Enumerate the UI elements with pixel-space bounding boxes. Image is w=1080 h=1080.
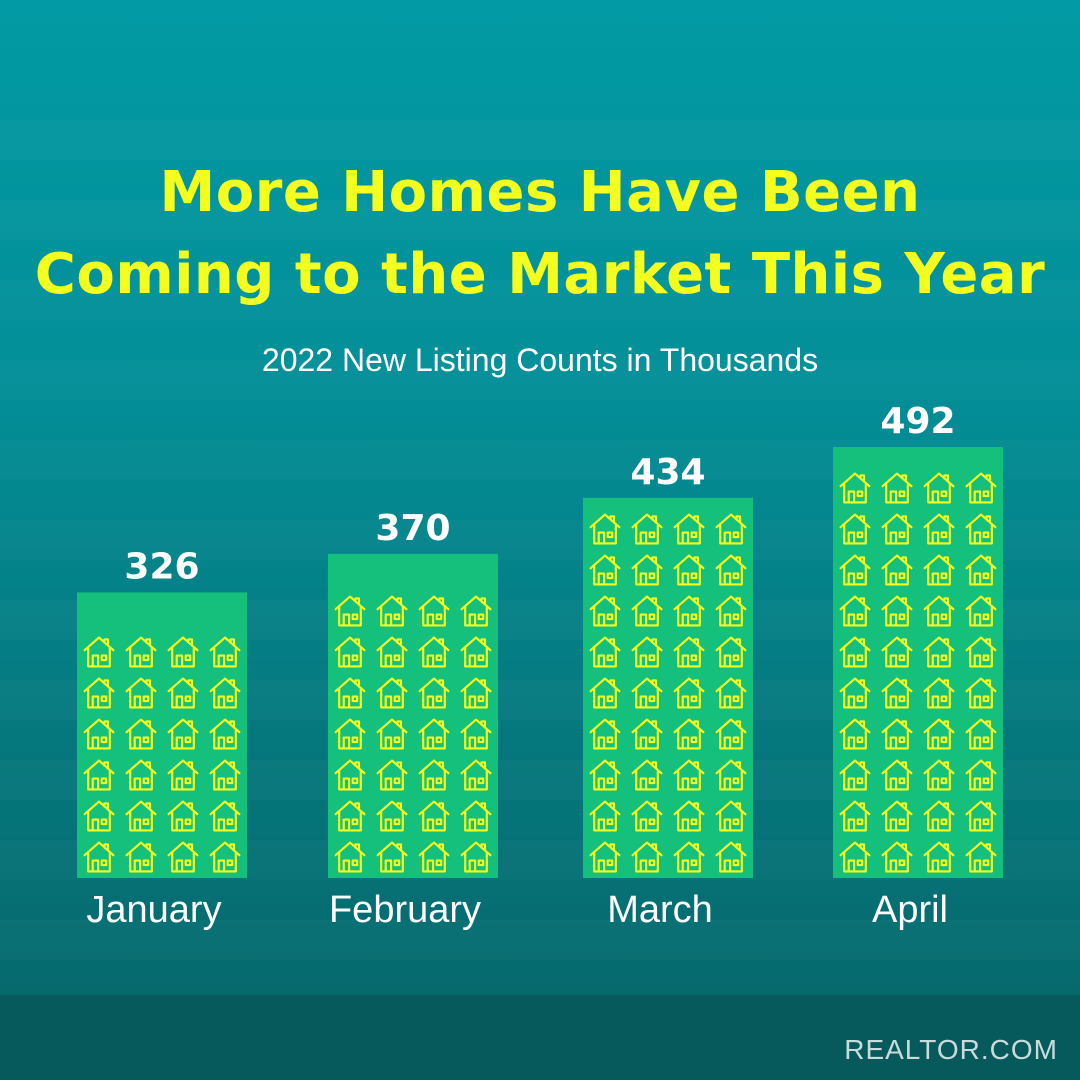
chart-subtitle: 2022 New Listing Counts in Thousands [261, 342, 819, 378]
bar-group-march: 434 March [583, 452, 753, 931]
data-label-february: 370 [375, 508, 450, 549]
chart-title-line-1: More Homes Have Been [159, 160, 921, 225]
bar-group-april: 492 April [833, 401, 1003, 931]
bar-group-january: 326 January [77, 546, 247, 931]
brand-logo-text: REALTOR.COM [844, 1034, 1058, 1065]
bar-group-february: 370 February [328, 508, 498, 931]
data-label-april: 492 [880, 401, 955, 442]
chart-title: More Homes Have Been Coming to the Marke… [0, 152, 1080, 316]
footer-band [0, 995, 1080, 1080]
bar-april [833, 447, 1003, 878]
category-label-february: February [329, 889, 481, 931]
category-label-march: March [607, 889, 713, 931]
data-label-january: 326 [124, 546, 199, 587]
bar-january [77, 592, 247, 878]
category-label-april: April [872, 889, 948, 931]
data-label-march: 434 [630, 452, 705, 493]
category-label-january: January [86, 889, 221, 931]
chart-title-line-2: Coming to the Market This Year [34, 242, 1046, 307]
